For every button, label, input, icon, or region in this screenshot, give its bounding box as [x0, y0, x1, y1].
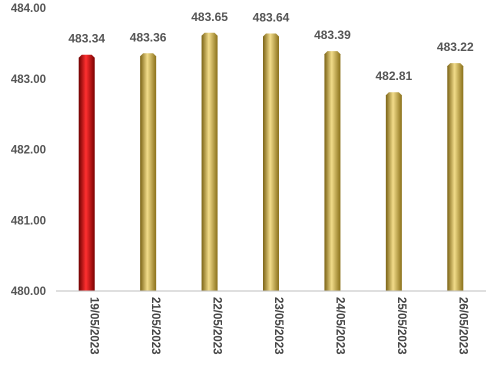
bar [385, 92, 402, 291]
bar-highlight [78, 54, 95, 291]
y-tick-label: 481.00 [11, 215, 46, 227]
data-label: 483.39 [314, 28, 351, 42]
data-label: 483.22 [437, 40, 474, 54]
y-tick-label: 482.00 [11, 145, 46, 157]
x-tick-label: 21/05/2023 [149, 297, 161, 355]
x-tick-label: 25/05/2023 [395, 297, 407, 355]
x-tick-label: 19/05/2023 [88, 297, 100, 355]
x-tick-label: 24/05/2023 [333, 297, 345, 355]
data-label: 483.65 [191, 10, 228, 24]
bar [201, 32, 218, 291]
bar [447, 63, 464, 292]
y-tick-label: 480.00 [11, 286, 46, 298]
x-tick-label: 23/05/2023 [272, 297, 284, 355]
data-label: 483.36 [130, 30, 167, 44]
data-label: 482.81 [376, 69, 413, 83]
x-tick-label: 22/05/2023 [211, 297, 223, 355]
bar [140, 53, 157, 291]
x-tick-label: 26/05/2023 [456, 297, 468, 355]
y-tick-label: 484.00 [11, 3, 46, 15]
data-label: 483.34 [68, 32, 105, 46]
y-tick-label: 483.00 [11, 74, 46, 86]
bar [263, 33, 279, 291]
data-label: 483.64 [253, 10, 290, 24]
bar [324, 51, 341, 291]
